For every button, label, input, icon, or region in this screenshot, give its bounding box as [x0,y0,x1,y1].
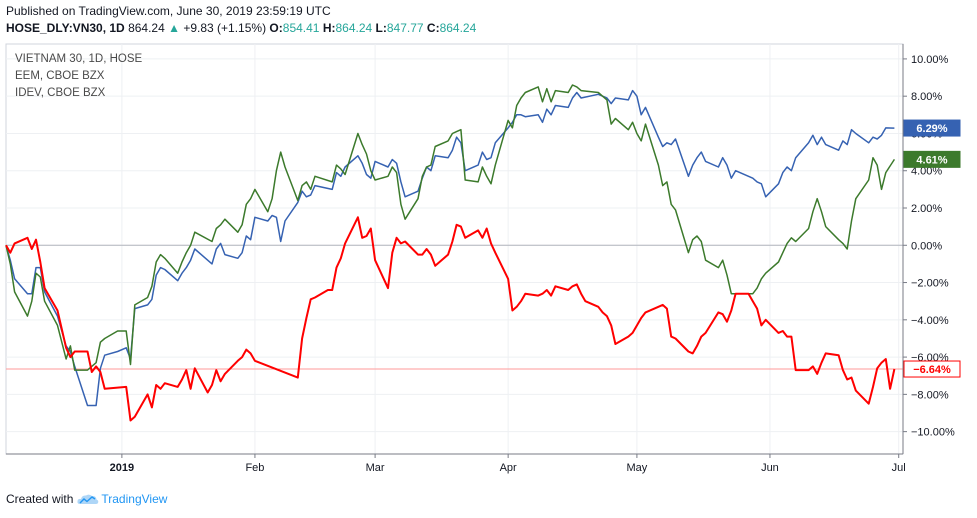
footer: Created with TradingView [6,492,167,506]
close-label: C: [426,21,440,35]
y-tick-label: −2.00% [911,278,949,290]
badge-box [903,150,961,168]
x-tick-label: Feb [245,462,264,474]
y-tick-label: 4.00% [911,166,942,178]
x-tick-label: May [627,462,648,474]
badge-box [903,360,961,378]
symbol-quote-line: HOSE_DLY:VN30, 1D 864.24 ▲ +9.83 (+1.15%… [6,21,476,35]
x-tick-label: 2019 [110,462,134,474]
badge-label: −6.64% [913,364,951,376]
high-label: H: [322,21,336,35]
x-tick-label: Apr [500,462,517,474]
legend-item-idev[interactable]: IDEV, CBOE BZX [15,87,106,99]
last-value-badge-idev: 4.61% [903,150,961,168]
up-arrow-icon: ▲ [168,21,180,35]
tradingview-cloud-icon [77,494,99,504]
last-value-badge-vn30: −6.64% [903,360,961,378]
legend-item-eem[interactable]: EEM, CBOE BZX [15,70,105,82]
y-tick-label: 0.00% [911,240,942,252]
x-tick-label: Jun [761,462,779,474]
x-tick-label: Jul [892,462,906,474]
badge-box [903,119,961,137]
comparison-line-chart[interactable]: 10.00%8.00%6.00%4.00%2.00%0.00%−2.00%−4.… [0,40,977,480]
low-label: L: [375,21,387,35]
open-value: 854.41 [282,21,320,35]
created-with-label: Created with [6,492,74,506]
last-value-badge-eem: 6.29% [903,119,961,137]
y-tick-label: 8.00% [911,91,942,103]
price-change: +9.83 (+1.15%) [183,21,267,35]
y-tick-label: −8.00% [911,389,949,401]
series-line-eem[interactable] [5,89,895,407]
tradingview-brand-label: TradingView [101,492,168,506]
close-value: 864.24 [439,21,477,35]
last-price: 864.24 [128,21,165,35]
tradingview-link[interactable]: TradingView [77,492,167,506]
published-note: Published on TradingView.com, June 30, 2… [6,4,331,18]
symbol-label: HOSE_DLY:VN30, 1D [6,21,125,35]
y-tick-label: −10.00% [911,427,955,439]
x-tick-label: Mar [366,462,385,474]
y-tick-label: −4.00% [911,315,949,327]
y-tick-label: 10.00% [911,54,949,66]
series-line-vn30[interactable] [5,216,896,422]
y-tick-label: 2.00% [911,203,942,215]
badge-label: 6.29% [916,123,947,135]
series-line-idev[interactable] [5,84,896,371]
open-label: O: [269,21,283,35]
plot-frame [5,43,904,455]
high-value: 864.24 [335,21,373,35]
badge-label: 4.61% [916,154,947,166]
legend-item-vn30[interactable]: VIETNAM 30, 1D, HOSE [15,53,143,65]
low-value: 847.77 [386,21,424,35]
